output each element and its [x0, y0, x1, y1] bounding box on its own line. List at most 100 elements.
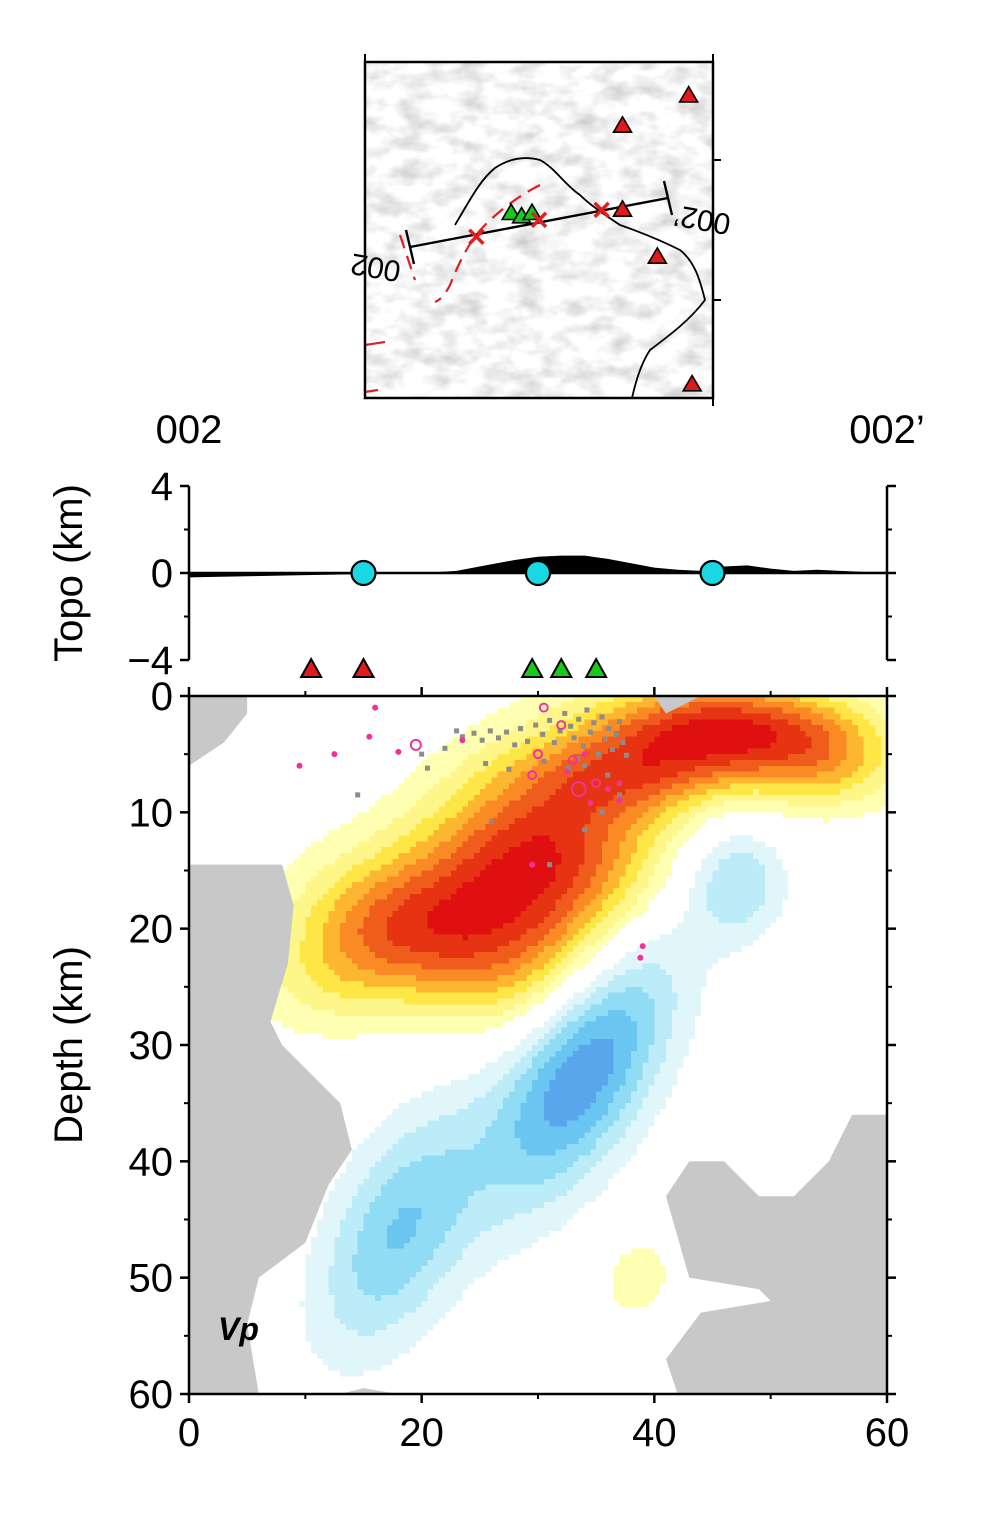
earthquake-dot [512, 742, 518, 748]
earthquake-circle [567, 754, 578, 765]
distance-tick-label: 40 [632, 1411, 677, 1455]
depth-tick-label: 40 [129, 1140, 174, 1184]
depth-tick-label: 50 [129, 1257, 174, 1301]
topography-panel: 4 0 −4 Topo (km) [47, 465, 896, 683]
depth-tick-label: 60 [129, 1373, 174, 1417]
earthquake-dot [424, 765, 430, 771]
earthquake-dot [487, 728, 493, 734]
earthquake-dot [459, 734, 465, 740]
profile-node-marker [699, 559, 726, 587]
earthquake-dot [529, 861, 536, 868]
inset-map-frame [363, 60, 715, 400]
seismic-station-icon [520, 656, 544, 678]
earthquake-dot [547, 862, 553, 868]
earthquake-dot [599, 714, 605, 720]
earthquake-dot [564, 768, 571, 775]
depth-tick-label: 10 [129, 791, 174, 835]
earthquake-dot [616, 780, 623, 787]
unresolved-region [189, 864, 352, 1394]
earthquake-circle [533, 749, 543, 760]
earthquake-dot [518, 726, 524, 732]
earthquake-dot [525, 738, 531, 744]
earthquake-dot [616, 719, 622, 725]
seismic-station-icon [299, 656, 323, 678]
earthquake-dot [479, 737, 485, 743]
earthquake-dot [442, 745, 448, 751]
unresolved-region [340, 1388, 399, 1394]
depth-tick-label: 30 [129, 1024, 174, 1068]
earthquake-dot [613, 731, 619, 737]
profile-node-marker [524, 559, 552, 587]
earthquake-dot [581, 751, 588, 758]
earthquake-dot [296, 762, 303, 769]
earthquake-circle [556, 720, 567, 731]
earthquake-dot [639, 943, 646, 950]
earthquake-dot [331, 751, 338, 758]
earthquake-dot [584, 707, 590, 713]
earthquake-dot [395, 748, 402, 755]
earthquake-dot [591, 720, 597, 726]
inset-map: 002 002’ [348, 54, 733, 406]
depth-tick-label: 20 [129, 908, 174, 952]
fault-intersection-marker [468, 228, 485, 245]
shaded-relief [365, 62, 713, 398]
unresolved-region [665, 1114, 887, 1394]
earthquake-dot [533, 722, 539, 728]
earthquake-dot [419, 751, 425, 757]
seismic-station-icon [351, 656, 376, 678]
coastline [454, 157, 706, 398]
earthquake-dot [506, 766, 512, 772]
depth-axis-title: Depth (km) [47, 946, 91, 1144]
red-volcano-icon [646, 246, 668, 264]
profile-end-label: 002’ [849, 408, 925, 452]
red-volcano-icon [612, 115, 633, 133]
red-volcano-icon [612, 199, 633, 217]
earthquake-circle [409, 738, 422, 751]
earthquake-dot [568, 723, 574, 729]
profile-end-tick [662, 180, 674, 216]
earthquake-dot [565, 765, 571, 771]
earthquake-dot [495, 735, 501, 741]
fault-trace [434, 184, 541, 304]
earthquake-circle [527, 770, 538, 781]
earthquake-dot [488, 819, 494, 825]
earthquake-dot [609, 747, 615, 753]
earthquake-dot [504, 729, 510, 735]
no-resolution-mask [189, 696, 887, 1394]
fault-trace [398, 234, 417, 281]
fault-trace [365, 388, 379, 394]
fault-intersection-marker [593, 201, 610, 219]
station-markers [299, 656, 608, 678]
earthquake-dot [576, 716, 582, 722]
profile-end-tick [404, 229, 416, 265]
vp-panel-label: Vp [218, 1311, 259, 1347]
earthquake-dot [602, 736, 608, 742]
distance-tick-label: 60 [865, 1411, 910, 1455]
earthquake-dot [562, 710, 568, 716]
distance-tick-label: 0 [178, 1411, 200, 1455]
earthquake-circle [591, 778, 602, 789]
earthquake-circle [538, 702, 549, 713]
earthquake-dot [557, 728, 563, 734]
earthquake-dot [616, 797, 623, 804]
earthquake-hypocenters [296, 702, 646, 961]
earthquake-dot [599, 809, 605, 815]
earthquake-dot [459, 737, 466, 744]
topo-tick-label: 0 [151, 552, 173, 596]
earthquake-dot [582, 763, 588, 769]
earthquake-dot [582, 827, 588, 833]
earthquake-dot [471, 730, 477, 736]
earthquake-dot [637, 954, 644, 961]
profile-start-label: 002 [156, 408, 223, 452]
earthquake-dot [541, 758, 547, 764]
unresolved-region [654, 696, 701, 714]
earthquake-dot [372, 704, 379, 711]
earthquake-dot [620, 740, 626, 746]
red-volcano-icon [681, 373, 703, 392]
topo-tick-label: 4 [151, 465, 173, 509]
seismic-station-icon [584, 656, 608, 678]
earthquake-dot [587, 800, 594, 807]
earthquake-dot [571, 735, 577, 741]
